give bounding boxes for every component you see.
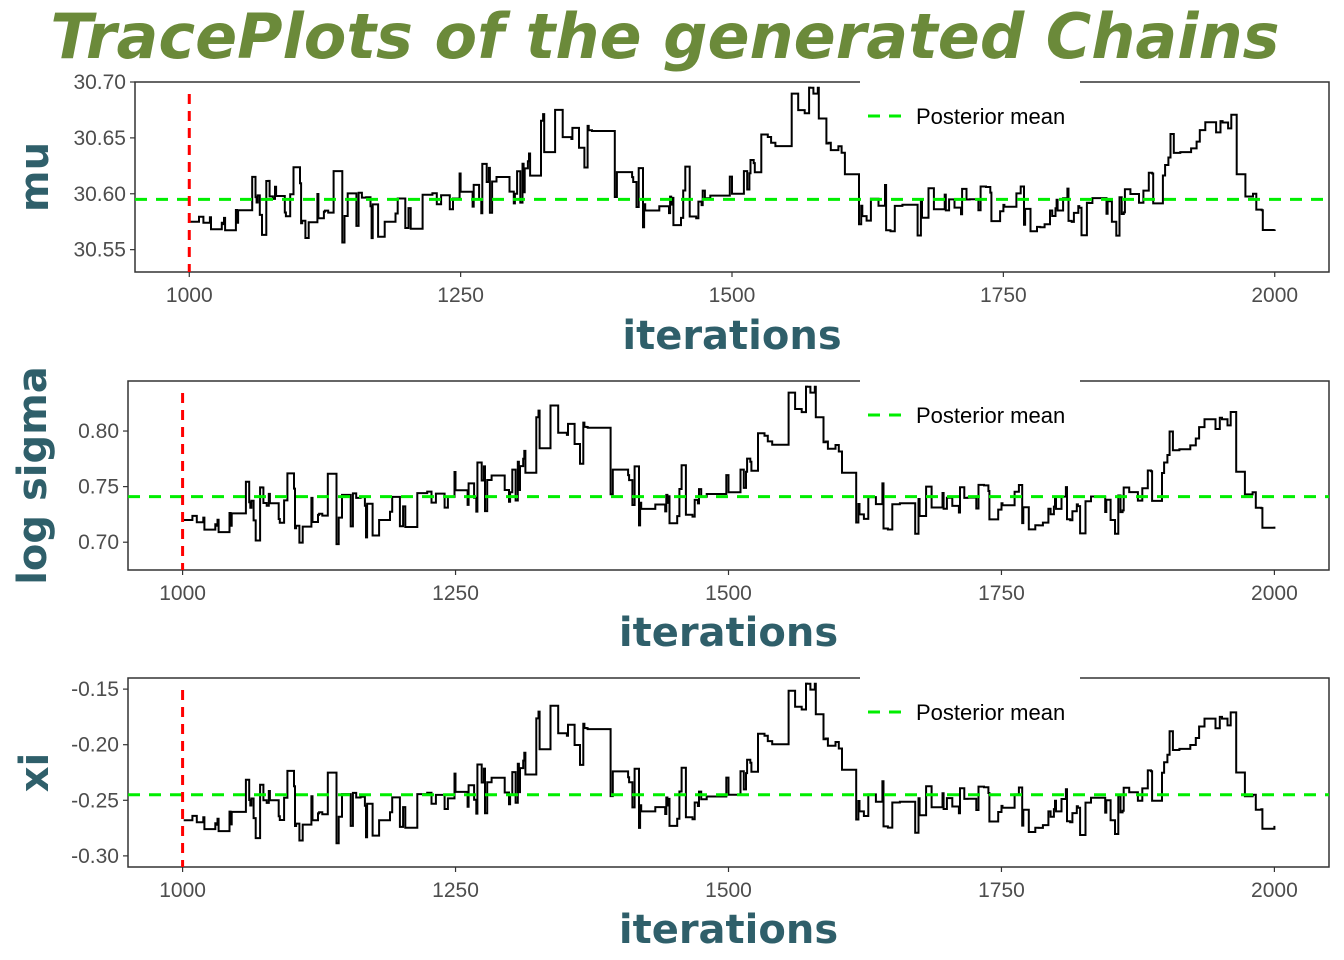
y-tick-label: 30.60 bbox=[73, 183, 126, 206]
figure-title: TracePlots of the generated Chains bbox=[50, 0, 1279, 73]
x-tick-label: 1750 bbox=[978, 879, 1025, 902]
y-axis-title: mu bbox=[12, 142, 58, 212]
x-tick-label: 1250 bbox=[432, 879, 479, 902]
legend-label: Posterior mean bbox=[916, 104, 1065, 129]
trace-line bbox=[183, 682, 1276, 845]
trace-panel-2: 1000 1250 1500 1750 2000 0.70 0.75 0.80 Posterio… bbox=[10, 366, 1330, 656]
x-tick-label: 1750 bbox=[978, 582, 1025, 605]
y-tick-label: 30.65 bbox=[73, 127, 126, 150]
trace-panel-3: 1000 1250 1500 1750 2000 -0.15 -0.20 -0.25 -0.30… bbox=[12, 674, 1330, 953]
panel-frame bbox=[127, 677, 1330, 868]
y-tick-label: -0.15 bbox=[71, 678, 119, 701]
x-tick-label: 2000 bbox=[1251, 284, 1298, 307]
y-tick-label: -0.20 bbox=[71, 734, 119, 757]
legend-box bbox=[860, 674, 1080, 736]
legend-label: Posterior mean bbox=[916, 700, 1065, 725]
x-tick-label: 1000 bbox=[159, 879, 206, 902]
x-tick-label: 1250 bbox=[432, 582, 479, 605]
x-tick-label: 1500 bbox=[709, 284, 756, 307]
legend-box bbox=[860, 78, 1080, 140]
y-tick-label: 0.80 bbox=[78, 420, 119, 443]
x-tick-label: 1000 bbox=[166, 284, 213, 307]
x-tick-label: 1500 bbox=[705, 879, 752, 902]
x-tick-label: 1000 bbox=[159, 582, 206, 605]
x-tick-label: 1250 bbox=[437, 284, 484, 307]
y-axis-title: xi bbox=[12, 753, 58, 793]
x-axis-title: iterations bbox=[619, 610, 838, 656]
trace-line bbox=[190, 86, 1276, 244]
legend-label: Posterior mean bbox=[916, 403, 1065, 428]
y-tick-label: 0.75 bbox=[78, 476, 119, 499]
x-axis-title: iterations bbox=[619, 907, 838, 953]
y-tick-label: -0.30 bbox=[71, 845, 119, 868]
x-tick-label: 1750 bbox=[980, 284, 1027, 307]
y-tick-label: 30.55 bbox=[73, 239, 126, 262]
x-tick-label: 2000 bbox=[1251, 879, 1298, 902]
y-axis-title: log sigma bbox=[10, 366, 56, 585]
y-tick-label: 30.70 bbox=[73, 71, 126, 94]
y-tick-label: -0.25 bbox=[71, 789, 119, 812]
trace-panel-1: 1000 1250 1500 1750 2000 30.55 30.60 30.65 30.70… bbox=[12, 71, 1330, 359]
x-axis-title: iterations bbox=[622, 313, 841, 359]
x-tick-label: 2000 bbox=[1251, 582, 1298, 605]
legend-box bbox=[860, 377, 1080, 439]
y-tick-label: 0.70 bbox=[78, 531, 119, 554]
x-tick-label: 1500 bbox=[705, 582, 752, 605]
